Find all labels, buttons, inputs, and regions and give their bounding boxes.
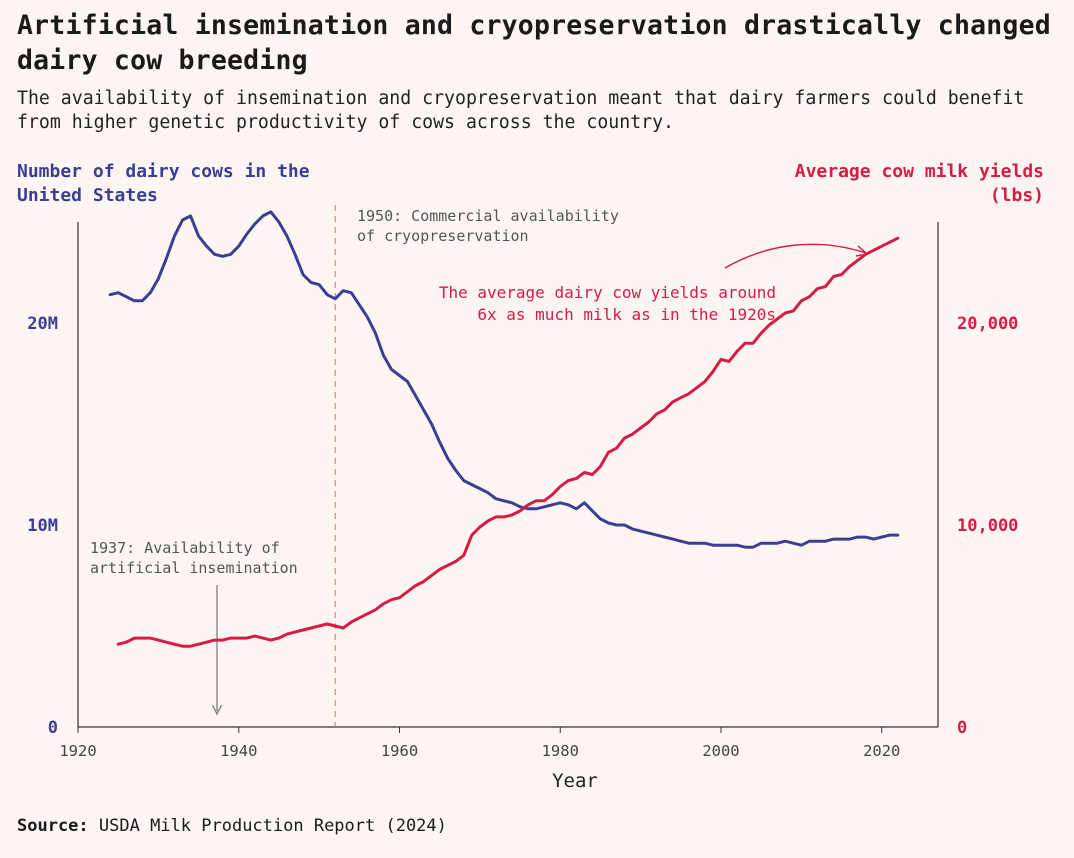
right-tick-label: 10,000 <box>957 516 1018 536</box>
source-label: Source: <box>17 816 89 836</box>
dairy-cows-series-line <box>108 210 900 549</box>
milk-yield-annotation-text: The average dairy cow yields around <box>439 283 776 302</box>
x-axis-title: Year <box>552 770 598 792</box>
x-tick-label: 1980 <box>542 742 579 760</box>
x-tick-label: 1920 <box>59 742 96 760</box>
right-axis-title: Average cow milk yields (lbs) <box>794 161 1044 206</box>
right-tick-label: 20,000 <box>957 314 1018 334</box>
milk-yield-series-line <box>116 236 900 648</box>
x-tick-label: 1940 <box>220 742 257 760</box>
chart-subtitle: The availability of insemination and cry… <box>17 88 1025 133</box>
cryopreservation-annotation-text: of cryopreservation <box>357 227 529 245</box>
chart-title: Artificial insemination and cryopreserva… <box>17 10 1051 76</box>
insemination-annotation-text: 1937: Availability of <box>90 539 280 557</box>
insemination-annotation-text: artificial insemination <box>90 559 298 577</box>
annotations-group: 1950: Commercial availability of cryopres… <box>90 205 869 727</box>
series-group <box>108 210 900 648</box>
source-text: USDA Milk Production Report (2024) <box>98 816 447 836</box>
cryopreservation-annotation-text: 1950: Commercial availability <box>357 207 619 225</box>
milk-yield-annotation-text: 6x as much milk as in the 1920s <box>477 305 776 324</box>
milk-yield-callout-arrow <box>724 243 867 269</box>
left-tick-label: 0 <box>48 718 58 738</box>
x-tick-label: 2020 <box>863 742 900 760</box>
source-note: Source: USDA Milk Production Report (202… <box>17 816 447 836</box>
left-tick-label: 20M <box>27 314 58 334</box>
left-axis-title: Number of dairy cows in the United State… <box>17 161 310 206</box>
axes-group <box>77 222 939 733</box>
x-tick-label: 2000 <box>702 742 739 760</box>
insemination-arrow-head <box>211 704 223 716</box>
x-tick-label: 1960 <box>381 742 418 760</box>
left-tick-label: 10M <box>27 516 58 536</box>
right-tick-label: 0 <box>957 718 967 738</box>
tick-labels-group: 1920 1940 1960 1980 2000 2020 0 10M 20M 0 10,000 20… <box>27 314 1018 792</box>
